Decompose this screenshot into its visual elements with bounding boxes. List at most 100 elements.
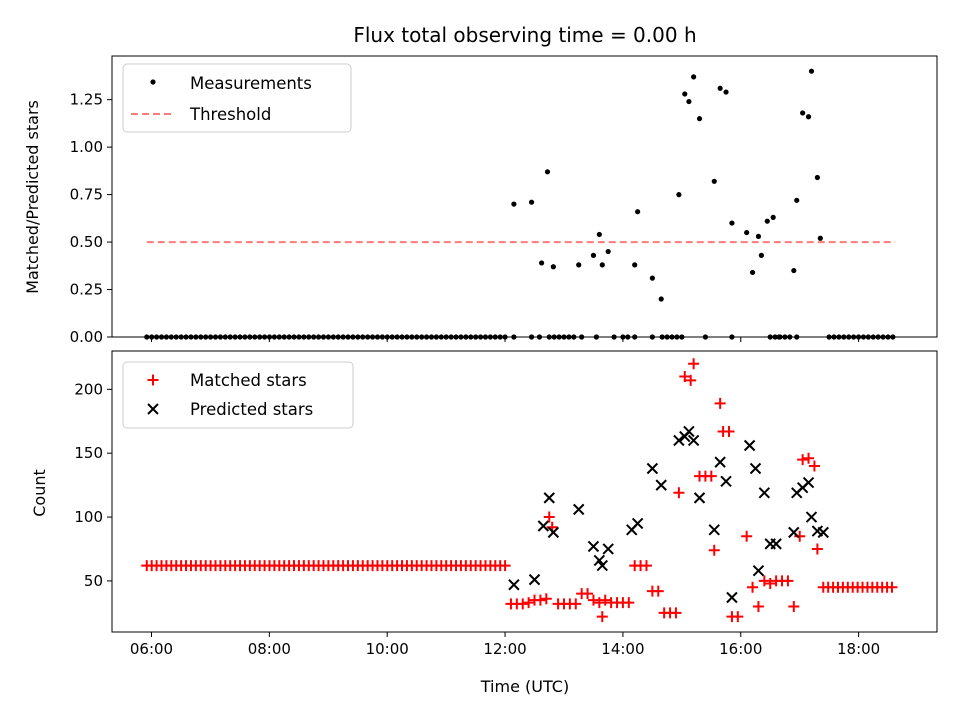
matched-star-point: [599, 594, 611, 606]
matched-star-point: [741, 530, 753, 542]
measurement-point: [755, 233, 762, 239]
matched-star-point: [593, 597, 605, 609]
matched-star-point: [732, 611, 744, 623]
legend-predicted-label: Predicted stars: [190, 400, 313, 419]
bottom-panel: 50 100 150 200 06:00 08:00 10:00 12:00 14:00 16:0…: [74, 350, 938, 658]
predicted-star-point: [749, 462, 762, 475]
bottom-legend: Matched stars Predicted stars: [122, 361, 354, 429]
measurement-point: [729, 220, 735, 226]
predicted-star-point: [817, 526, 829, 539]
matched-star-point: [747, 581, 759, 593]
measurement-point: [676, 192, 682, 198]
matched-star-point: [723, 425, 735, 437]
predicted-star-point: [573, 503, 585, 516]
matched-star-point: [523, 597, 535, 609]
bottom-y-tick-label: 200: [74, 380, 103, 398]
x-tick-label: 14:00: [601, 640, 644, 658]
bottom-legend-frame: [122, 361, 354, 429]
measurement-point: [744, 229, 750, 236]
predicted-star-point: [758, 487, 771, 499]
measurement-point: [764, 218, 770, 224]
matched-star-point: [596, 611, 608, 623]
matched-star-point: [685, 374, 697, 386]
measurement-point: [717, 85, 723, 91]
measurement-point: [770, 214, 776, 220]
measurement-point: [749, 269, 756, 276]
matched-star-point: [587, 594, 599, 606]
matched-star-point: [673, 487, 685, 499]
measurement-point: [696, 116, 703, 122]
measurement-point: [682, 91, 688, 97]
top-y-tick-label: 0.75: [70, 186, 103, 204]
matched-star-point: [652, 585, 664, 597]
matched-star-point: [714, 397, 726, 409]
measurement-point: [800, 110, 806, 116]
x-axis-label: Time (UTC): [480, 677, 569, 696]
measurement-point: [635, 209, 641, 215]
predicted-star-point: [720, 475, 732, 487]
measurement-point: [528, 199, 535, 205]
measurement-point: [686, 98, 692, 105]
predicted-star-point: [543, 492, 555, 504]
matched-star-point: [788, 600, 800, 612]
predicted-star-point: [708, 524, 720, 536]
measurement-point: [538, 260, 545, 266]
top-y-tick-label: 0.25: [70, 281, 103, 299]
matched-star-point: [640, 560, 652, 572]
predicted-star-point: [788, 526, 800, 539]
bottom-y-tick-label: 100: [74, 508, 103, 526]
x-tick-label: 16:00: [719, 640, 762, 658]
top-axes-frame: [111, 55, 938, 338]
matched-star-point: [570, 598, 582, 610]
matched-star-point: [752, 600, 764, 612]
matched-star-point: [886, 581, 898, 593]
matched-star-point: [782, 575, 794, 587]
measurement-point: [599, 262, 605, 268]
measurement-point: [805, 114, 812, 120]
matched-star-point: [758, 575, 770, 587]
predicted-star-point: [547, 526, 560, 539]
matched-star-point: [797, 454, 809, 466]
measurement-point: [808, 68, 815, 74]
x-tick-label: 06:00: [130, 640, 173, 658]
top-y-axis-label: Matched/Predicted stars: [23, 100, 42, 294]
measurement-point: [632, 262, 638, 268]
matched-star-point: [517, 598, 529, 610]
top-chart-title: Flux total observing time = 0.00 h: [353, 23, 696, 47]
predicted-star-point: [587, 540, 600, 553]
predicted-star-point: [805, 511, 818, 523]
measurement-point: [544, 169, 551, 175]
x-tick-label: 08:00: [248, 640, 291, 658]
measurement-point: [550, 264, 556, 270]
measurement-point: [590, 252, 597, 258]
x-tick-label: 18:00: [837, 640, 880, 658]
predicted-star-point: [714, 456, 726, 468]
predicted-star-point: [602, 543, 614, 555]
matched-star-point: [705, 470, 717, 482]
predicted-star-point: [687, 434, 700, 447]
measurement-point: [794, 197, 800, 203]
predicted-star-point: [673, 434, 685, 447]
predicted-star-point: [537, 520, 550, 532]
x-tick-label: 12:00: [483, 640, 526, 658]
predicted-star-point: [770, 538, 782, 550]
legend-matched-marker: [147, 374, 159, 386]
measurement-point: [605, 248, 611, 255]
predicted-star-point: [528, 573, 541, 586]
x-tick-label: 10:00: [366, 640, 409, 658]
bottom-y-axis-label: Count: [30, 469, 49, 517]
top-y-tick-label: 0.50: [70, 233, 103, 251]
top-legend: Measurements Threshold: [122, 63, 352, 133]
measurement-point: [511, 201, 517, 207]
predicted-star-point: [508, 579, 520, 591]
matched-star-point: [543, 511, 555, 523]
matched-star-point: [688, 358, 700, 370]
measurement-point: [596, 231, 602, 238]
measurement-point: [649, 275, 655, 281]
top-legend-frame: [122, 63, 352, 133]
matched-star-point: [764, 577, 776, 589]
predicted-star-point: [693, 492, 706, 504]
measurement-point: [576, 262, 582, 268]
matched-star-point: [623, 597, 635, 609]
